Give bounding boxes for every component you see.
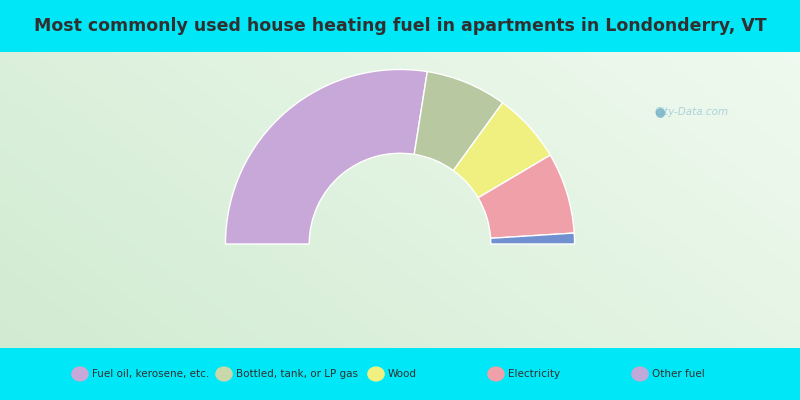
Wedge shape [226,70,427,244]
Wedge shape [478,155,574,238]
Text: City-Data.com: City-Data.com [655,107,729,117]
Wedge shape [454,103,550,198]
Wedge shape [414,72,502,170]
Text: Wood: Wood [388,369,417,379]
Wedge shape [490,233,574,244]
Text: Electricity: Electricity [508,369,560,379]
Text: Other fuel: Other fuel [652,369,705,379]
Text: Fuel oil, kerosene, etc.: Fuel oil, kerosene, etc. [92,369,210,379]
Text: Bottled, tank, or LP gas: Bottled, tank, or LP gas [236,369,358,379]
Text: Most commonly used house heating fuel in apartments in Londonderry, VT: Most commonly used house heating fuel in… [34,17,766,35]
Text: ●: ● [654,106,666,118]
